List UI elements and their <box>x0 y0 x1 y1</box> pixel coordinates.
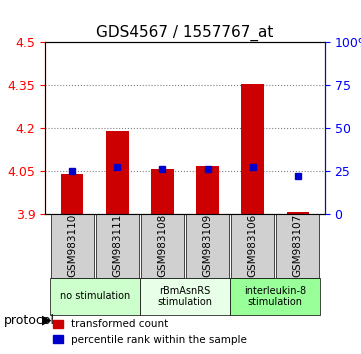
FancyBboxPatch shape <box>96 213 139 278</box>
Text: GSM983110: GSM983110 <box>67 214 77 277</box>
FancyBboxPatch shape <box>276 213 319 278</box>
Text: rBmAsnRS
stimulation: rBmAsnRS stimulation <box>157 286 213 307</box>
Bar <box>61 173 83 213</box>
Text: ▶: ▶ <box>42 314 51 327</box>
Text: GSM983106: GSM983106 <box>248 214 258 277</box>
Bar <box>151 169 174 213</box>
Text: GSM983111: GSM983111 <box>112 214 122 277</box>
Bar <box>106 131 129 213</box>
FancyBboxPatch shape <box>186 213 229 278</box>
FancyBboxPatch shape <box>230 278 321 315</box>
Text: GSM983107: GSM983107 <box>293 214 303 277</box>
Text: protocol: protocol <box>4 314 55 327</box>
Title: GDS4567 / 1557767_at: GDS4567 / 1557767_at <box>96 25 274 41</box>
Legend: transformed count, percentile rank within the sample: transformed count, percentile rank withi… <box>48 315 252 349</box>
FancyBboxPatch shape <box>49 278 140 315</box>
Bar <box>287 212 309 213</box>
FancyBboxPatch shape <box>140 278 230 315</box>
FancyBboxPatch shape <box>51 213 94 278</box>
FancyBboxPatch shape <box>231 213 274 278</box>
Text: no stimulation: no stimulation <box>60 291 130 301</box>
FancyBboxPatch shape <box>141 213 184 278</box>
Text: GSM983109: GSM983109 <box>203 214 213 277</box>
Text: interleukin-8
stimulation: interleukin-8 stimulation <box>244 286 306 307</box>
Bar <box>196 166 219 213</box>
Bar <box>242 84 264 213</box>
Text: GSM983108: GSM983108 <box>157 214 168 277</box>
